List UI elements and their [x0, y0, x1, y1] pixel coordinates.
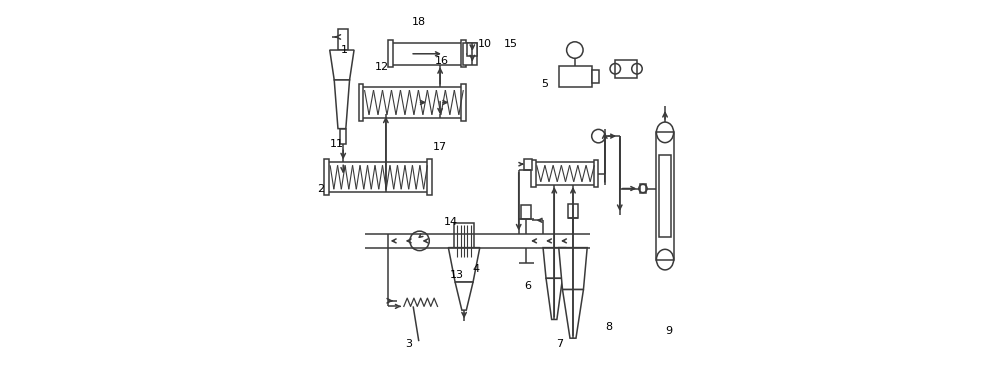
Text: 10: 10	[478, 40, 492, 49]
Bar	[340, 129, 346, 144]
Bar	[427, 159, 432, 195]
Bar	[524, 159, 532, 170]
Text: 1: 1	[341, 45, 348, 55]
Bar	[656, 132, 674, 260]
Bar	[615, 60, 637, 78]
Text: 5: 5	[541, 79, 548, 89]
Bar	[461, 40, 466, 67]
Text: 14: 14	[444, 217, 458, 227]
Polygon shape	[334, 80, 350, 129]
Text: 8: 8	[605, 322, 612, 332]
Text: 17: 17	[433, 143, 447, 152]
Bar	[559, 66, 592, 87]
Text: 15: 15	[504, 40, 518, 49]
Text: 18: 18	[412, 17, 426, 27]
Bar	[592, 70, 599, 83]
Text: 3: 3	[405, 339, 412, 349]
Polygon shape	[546, 278, 562, 319]
Text: 12: 12	[375, 62, 389, 72]
Text: 9: 9	[665, 326, 672, 336]
Bar	[659, 155, 671, 237]
Bar	[338, 29, 348, 50]
Bar	[454, 223, 474, 259]
Bar	[531, 160, 536, 187]
Bar	[467, 43, 477, 56]
Text: 4: 4	[472, 264, 479, 274]
Polygon shape	[455, 282, 473, 310]
Polygon shape	[559, 248, 587, 290]
Text: 16: 16	[435, 56, 449, 66]
Bar	[534, 162, 595, 185]
Bar	[594, 160, 598, 187]
Bar	[463, 43, 477, 65]
Bar	[521, 205, 531, 219]
Text: 13: 13	[450, 270, 464, 280]
Bar	[324, 159, 329, 195]
Polygon shape	[330, 50, 354, 80]
Bar	[640, 184, 646, 193]
Text: 2: 2	[318, 184, 325, 193]
Text: 6: 6	[525, 281, 532, 291]
Bar	[359, 84, 363, 121]
Bar	[388, 40, 393, 67]
Polygon shape	[543, 248, 565, 278]
Polygon shape	[562, 290, 583, 338]
Text: 7: 7	[556, 339, 563, 349]
Bar	[327, 162, 429, 192]
Bar	[568, 204, 578, 218]
Text: 11: 11	[330, 139, 344, 149]
Bar	[362, 87, 463, 118]
Bar	[391, 43, 463, 65]
Polygon shape	[448, 248, 480, 282]
Bar	[461, 84, 466, 121]
